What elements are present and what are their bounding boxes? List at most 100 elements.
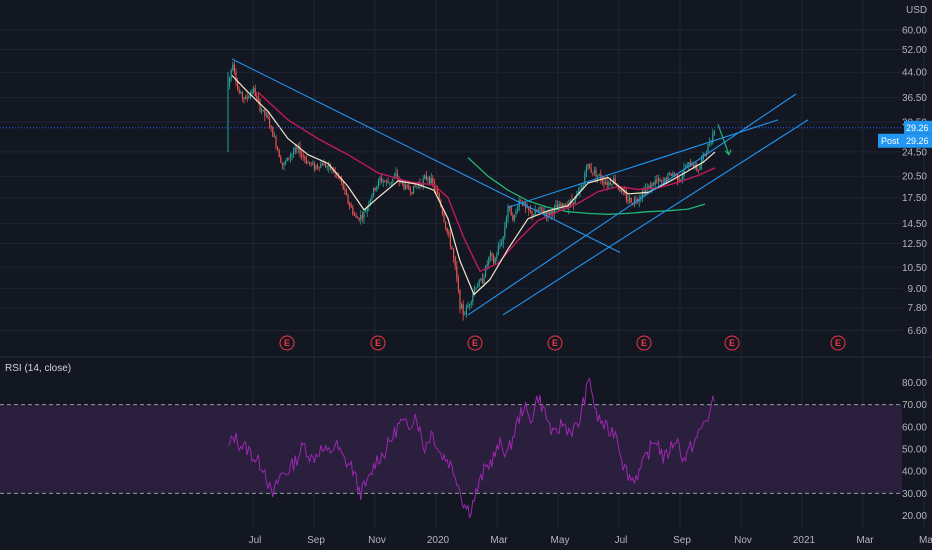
earnings-marker-1[interactable]: E — [370, 335, 386, 351]
candle-body — [317, 165, 319, 168]
candle-body — [701, 159, 703, 166]
candle-body — [403, 183, 405, 190]
candle — [657, 174, 659, 187]
candle-body — [424, 175, 426, 179]
candle-body — [539, 206, 541, 210]
candle — [445, 221, 447, 231]
candle-body — [304, 156, 306, 160]
candle-body — [345, 190, 347, 195]
candle-body — [259, 100, 261, 111]
candle-body — [385, 180, 387, 182]
candle — [261, 107, 263, 115]
candle-body — [312, 163, 314, 165]
candle — [243, 97, 245, 104]
candle-body — [630, 198, 632, 204]
candle-body — [673, 173, 675, 175]
candle — [713, 130, 715, 136]
post-badge-value-bg — [904, 133, 932, 148]
candle-body — [654, 180, 656, 185]
candle-body — [603, 181, 605, 184]
candle-body — [302, 155, 304, 157]
candle-body — [243, 97, 245, 99]
rsi-pane[interactable] — [0, 377, 902, 519]
candle — [553, 204, 555, 219]
candle — [238, 86, 240, 95]
candle — [302, 150, 304, 161]
rsi-tick-label: 70.00 — [902, 400, 927, 411]
rsi-axis[interactable]: 80.00 70.00 60.00 50.00 40.00 30.00 20.00 — [902, 378, 927, 522]
price-tick-label: 36.50 — [902, 93, 927, 104]
candle-body — [278, 149, 280, 158]
time-axis[interactable]: Jul Sep Nov 2020 Mar May Jul Sep Nov 2021 Mar Ma — [249, 535, 932, 546]
candle-body — [504, 227, 506, 237]
candle-body — [667, 173, 669, 181]
candle-body — [672, 173, 674, 176]
candle — [697, 169, 699, 174]
candle-body — [710, 142, 712, 144]
candle — [491, 252, 493, 261]
candle — [387, 177, 389, 184]
candle-body — [691, 164, 693, 167]
candle — [469, 303, 471, 311]
candle — [230, 68, 232, 82]
earnings-label: E — [552, 338, 558, 348]
time-tick-label: May — [551, 535, 570, 546]
price-axis[interactable]: 60.0052.0044.0036.5030.5024.5020.5017.50… — [902, 26, 927, 337]
candle — [456, 261, 458, 283]
candle — [427, 176, 429, 184]
earnings-label: E — [835, 338, 841, 348]
earnings-marker-0[interactable]: E — [279, 335, 295, 351]
candle-body — [353, 214, 355, 216]
earnings-marker-3[interactable]: E — [547, 335, 563, 351]
candle-body — [416, 186, 418, 187]
candle-body — [509, 205, 511, 207]
candle — [619, 187, 621, 193]
price-tick-label: 24.50 — [902, 147, 927, 158]
trendlines[interactable] — [231, 58, 809, 316]
earnings-label: E — [641, 338, 647, 348]
candle — [622, 187, 624, 196]
candle — [254, 84, 256, 97]
candle-body — [384, 181, 386, 183]
candle — [237, 77, 239, 91]
earnings-marker-6[interactable]: E — [830, 335, 846, 351]
candle-body — [265, 114, 267, 116]
candle-body — [454, 257, 456, 267]
candle — [381, 174, 383, 184]
candle-body — [585, 167, 587, 174]
candle-body — [483, 276, 485, 284]
projection-arrow — [717, 124, 730, 155]
candle — [528, 207, 530, 216]
earnings-marker-5[interactable]: E — [724, 335, 740, 351]
candle-body — [502, 236, 504, 244]
candle-body — [313, 163, 315, 170]
candle-body — [285, 161, 287, 164]
candle-body — [341, 179, 343, 183]
candle — [558, 200, 560, 209]
candle — [264, 109, 266, 122]
candle-body — [669, 173, 671, 175]
earnings-marker-2[interactable]: E — [467, 335, 483, 351]
candle-body — [657, 178, 659, 181]
candle — [480, 277, 482, 282]
candle-body — [475, 287, 477, 290]
candle — [365, 208, 367, 213]
ma-mid-line — [257, 91, 716, 272]
candle-body — [656, 180, 658, 182]
candle — [283, 161, 285, 171]
candle-body — [629, 198, 631, 201]
candle — [459, 289, 461, 314]
candle — [291, 153, 293, 161]
candle-body — [561, 203, 563, 207]
earnings-marker-4[interactable]: E — [636, 335, 652, 351]
candle — [448, 229, 450, 238]
candle — [641, 187, 643, 203]
candle — [246, 92, 248, 103]
candle-body — [558, 204, 560, 208]
candle — [477, 282, 479, 288]
candle-body — [577, 190, 579, 194]
candle-body — [395, 173, 397, 177]
